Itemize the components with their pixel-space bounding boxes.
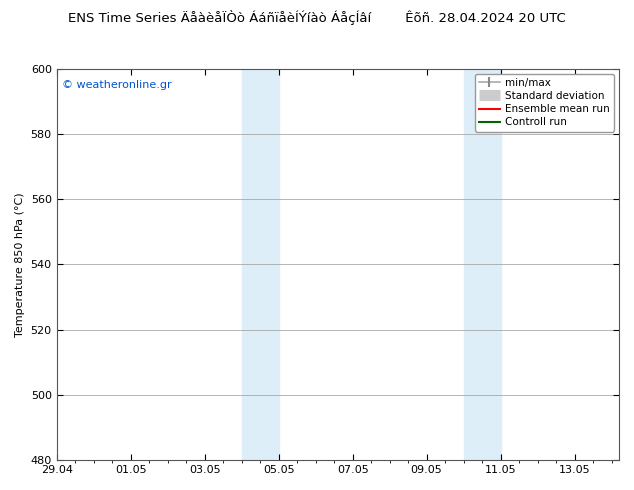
Y-axis label: Temperature 850 hPa (°C): Temperature 850 hPa (°C) (15, 192, 25, 337)
Bar (260, 69, 278, 460)
Legend: min/max, Standard deviation, Ensemble mean run, Controll run: min/max, Standard deviation, Ensemble me… (475, 74, 614, 131)
Text: ENS Time Series ÄåàèåÏÒò ÁáñïåèÍÝíàò ÁåçÍâí        Êõñ. 28.04.2024 20 UTC: ENS Time Series ÄåàèåÏÒò ÁáñïåèÍÝíàò Áåç… (68, 10, 566, 25)
Bar (482, 69, 501, 460)
Text: © weatheronline.gr: © weatheronline.gr (62, 80, 172, 90)
Bar (242, 69, 260, 460)
Bar (463, 69, 482, 460)
